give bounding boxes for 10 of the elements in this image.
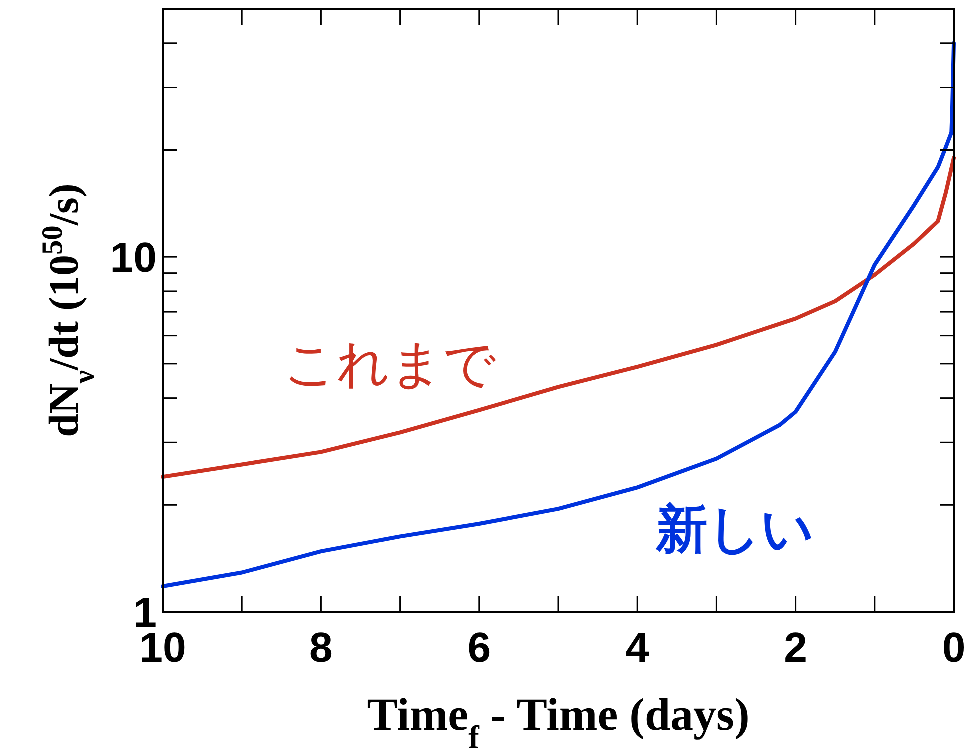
x-tick-label: 4 — [626, 624, 650, 671]
line-series — [161, 41, 956, 588]
x-tick-label: 2 — [784, 624, 808, 671]
line-series — [161, 156, 956, 480]
series-label: 新しい — [655, 500, 814, 560]
x-axis-title: Time$_{f}$ - Time (days) — [367, 689, 750, 750]
x-tick-label: 0 — [942, 624, 966, 671]
x-tick-label: 8 — [310, 624, 333, 671]
series-label: これまで — [284, 335, 497, 395]
x-tick-label: 6 — [468, 624, 492, 671]
